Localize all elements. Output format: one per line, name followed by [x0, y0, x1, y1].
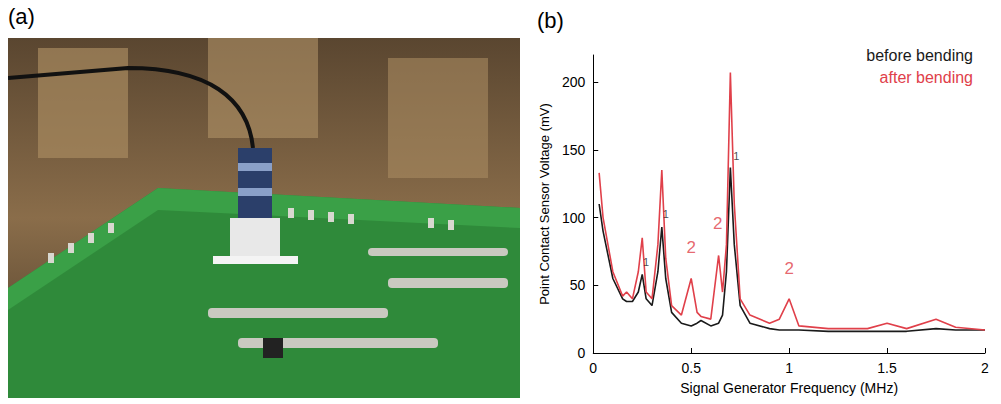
svg-text:2: 2 [686, 238, 695, 257]
svg-text:0: 0 [577, 345, 585, 361]
html-text:(a): (a) [8, 4, 35, 29]
svg-text:1: 1 [643, 256, 649, 268]
svg-text:150: 150 [562, 142, 586, 158]
svg-text:0: 0 [589, 360, 597, 376]
svg-text:2: 2 [713, 214, 722, 233]
svg-text:50: 50 [570, 277, 586, 293]
svg-text:100: 100 [562, 210, 586, 226]
svg-text:Signal Generator Frequency (MH: Signal Generator Frequency (MHz) [680, 380, 898, 396]
svg-text:after bending: after bending [880, 69, 973, 86]
svg-text:before bending: before bending [866, 47, 973, 64]
svg-text:2: 2 [784, 259, 793, 278]
svg-text:1.5: 1.5 [877, 360, 897, 376]
svg-text:0.5: 0.5 [681, 360, 701, 376]
svg-text:Point Contact Sensor Voltage (: Point Contact Sensor Voltage (mV) [537, 103, 552, 305]
svg-text:(b): (b) [537, 8, 564, 33]
svg-text:1: 1 [785, 360, 793, 376]
svg-text:200: 200 [562, 74, 586, 90]
svg-text:1: 1 [663, 208, 669, 220]
svg-text:2: 2 [981, 360, 989, 376]
svg-text:1: 1 [733, 150, 739, 162]
